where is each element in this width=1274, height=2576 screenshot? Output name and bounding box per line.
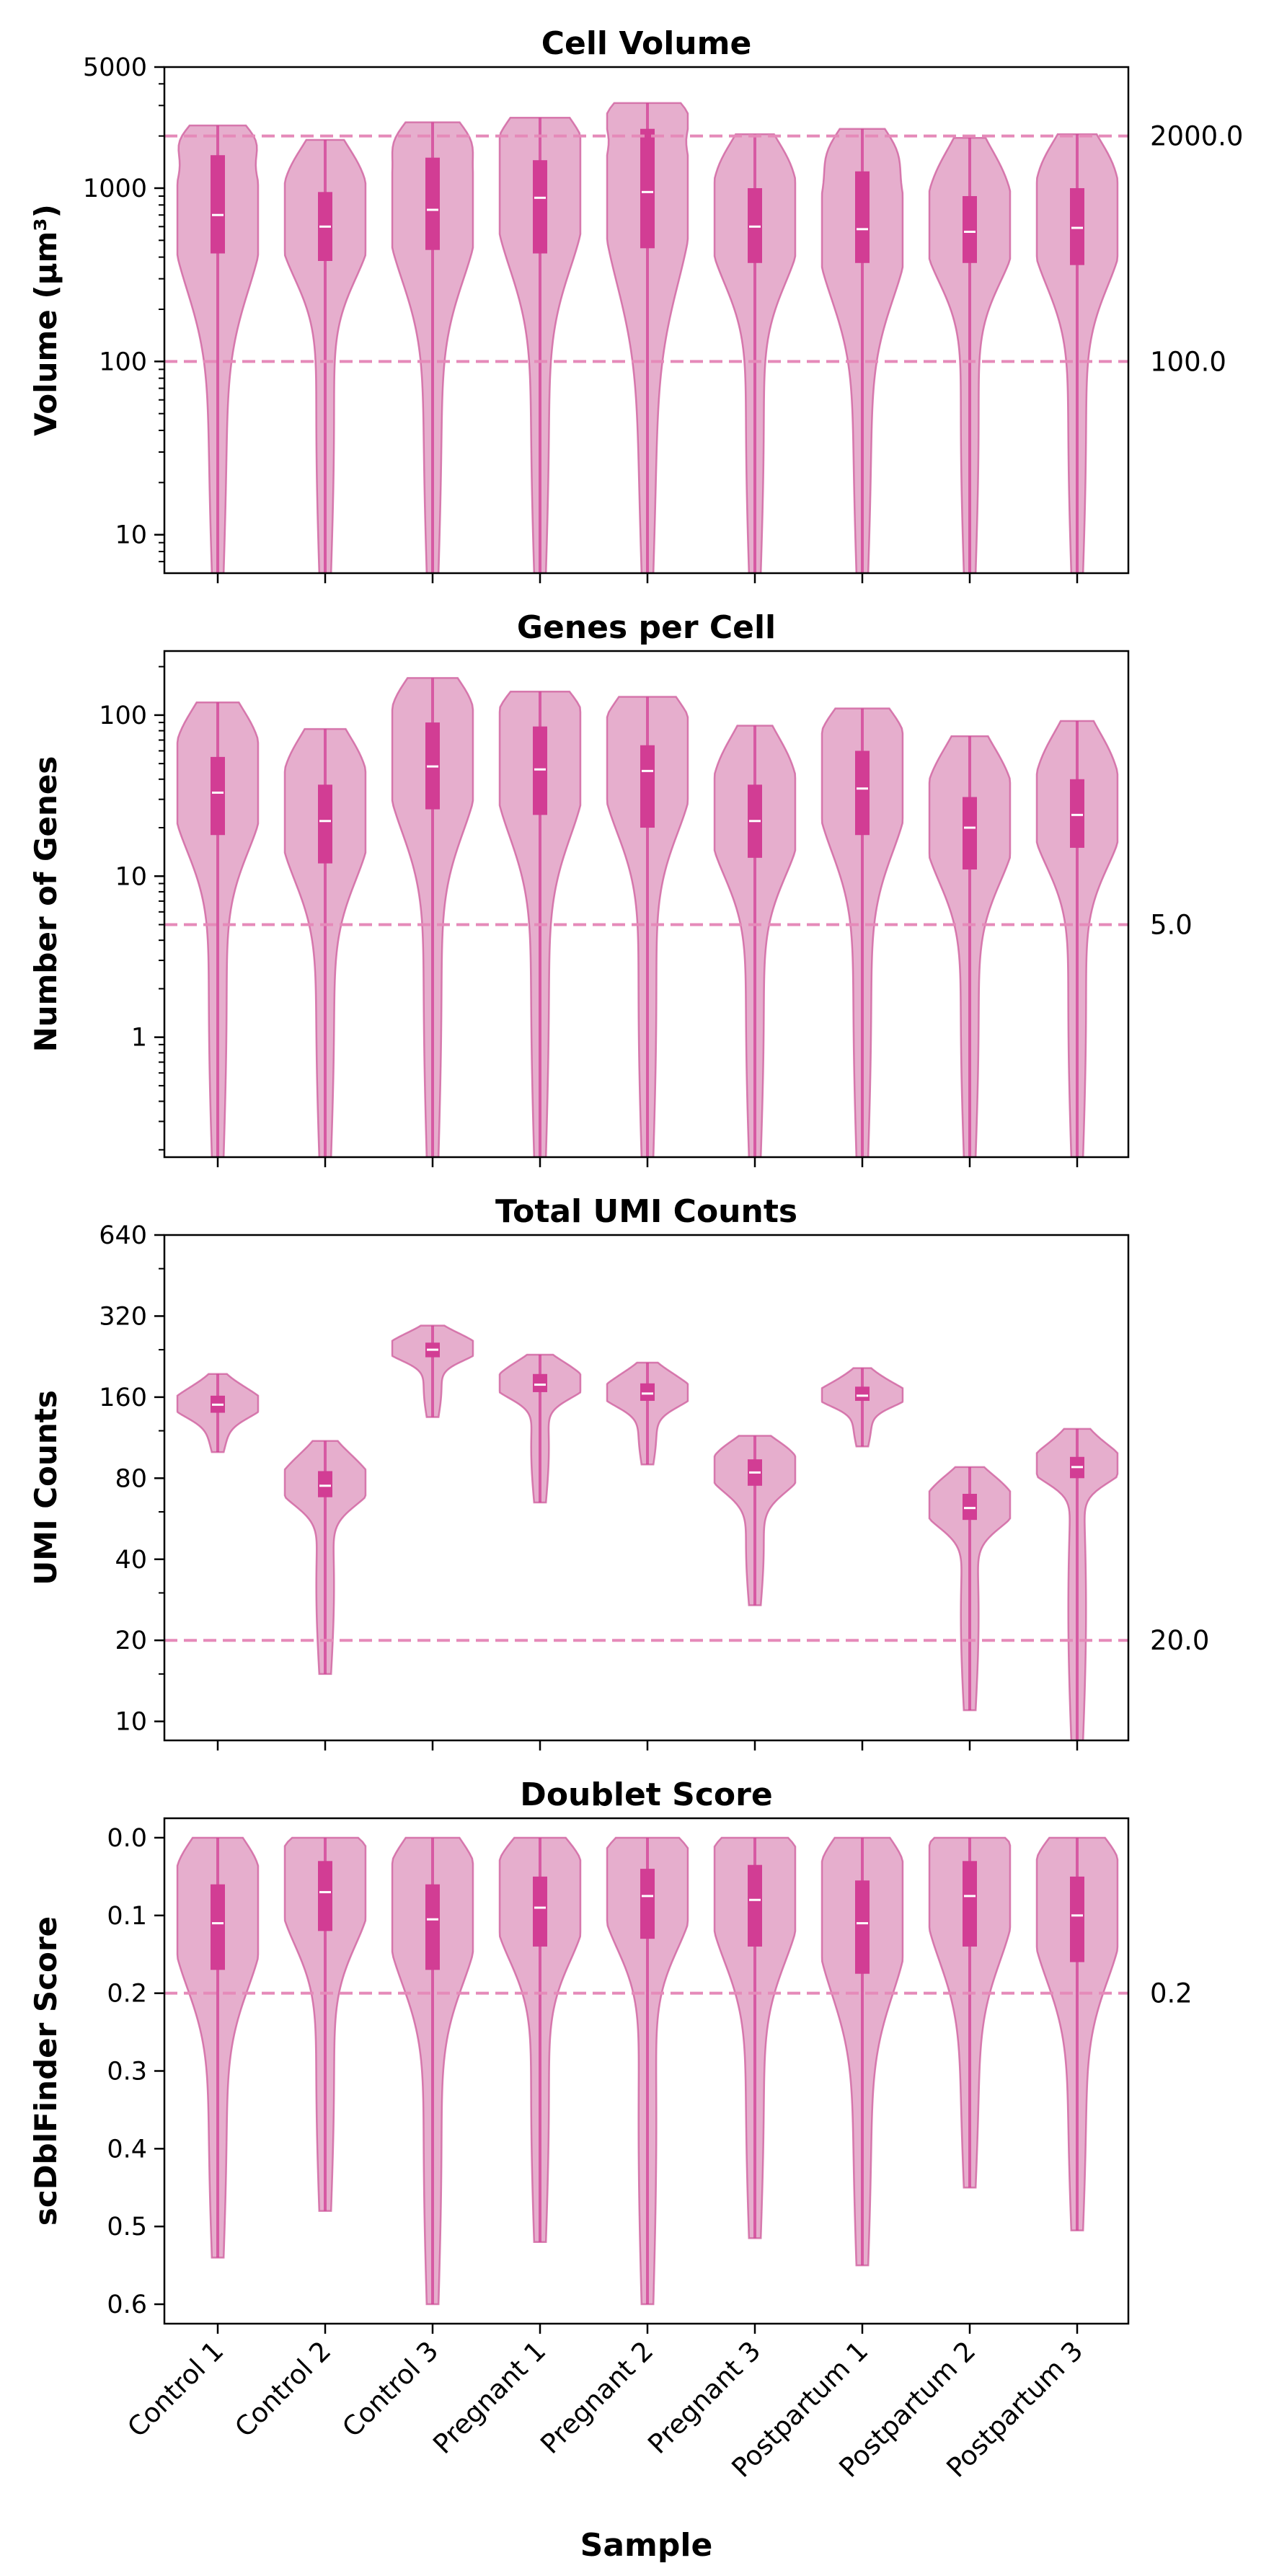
violin-iqr-box (963, 1493, 977, 1521)
axes-frame (163, 1234, 1130, 1742)
violin-iqr-box (533, 726, 547, 815)
panel-title: Doublet Score (520, 1776, 772, 1813)
threshold-label: 0.2 (1150, 1978, 1193, 2009)
violin-iqr-box (963, 1861, 977, 1947)
y-tick-label: 0.6 (107, 2290, 147, 2319)
threshold-label: 5.0 (1150, 910, 1193, 941)
violins (176, 677, 1119, 1157)
violin-iqr-box (963, 797, 977, 870)
y-tick-label: 0.5 (107, 2213, 147, 2241)
violin-iqr-box (855, 751, 870, 836)
threshold-label: 20.0 (1150, 1625, 1209, 1656)
y-tick-label: 100 (99, 348, 147, 376)
x-tick-label: Control 3 (336, 2335, 444, 2443)
panel-4: Doublet Score scDblFinder Score 0.0 0.1 0.2 0… (28, 1776, 1193, 2334)
y-tick-label: 0.4 (107, 2135, 147, 2164)
violin-iqr-box (1070, 187, 1084, 265)
y-tick-label: 0.2 (107, 1980, 147, 2009)
violin-iqr-box (748, 1864, 762, 1947)
violin-iqr-box (318, 784, 332, 864)
y-tick-label: 5000 (83, 53, 147, 82)
y-tick-label: 1 (131, 1024, 147, 1053)
y-tick-label: 100 (99, 701, 147, 730)
x-tick-label: Pregnant 2 (534, 2335, 659, 2460)
violins (176, 102, 1119, 573)
axes-frame (163, 66, 1130, 575)
y-axis-label: UMI Counts (28, 1390, 63, 1585)
panel-title: Genes per Cell (517, 609, 776, 646)
violin-iqr-box (318, 1471, 332, 1497)
violin-iqr-box (318, 1861, 332, 1931)
y-axis-label: Number of Genes (28, 756, 63, 1053)
y-tick-label: 160 (99, 1384, 147, 1412)
x-axis-label: Sample (580, 2527, 713, 2564)
violin-iqr-box (640, 1383, 655, 1402)
axes-frame (163, 650, 1130, 1159)
threshold-label: 100.0 (1150, 346, 1226, 377)
violin-iqr-box (1070, 779, 1084, 848)
violin-iqr-box (211, 1884, 225, 1970)
violin-iqr-box (963, 195, 977, 263)
y-tick-label: 0.3 (107, 2058, 147, 2086)
panel-2: Genes per Cell Number of Genes 1 10 100 5.0 (28, 609, 1193, 1167)
y-tick-label: 0.0 (107, 1824, 147, 1853)
y-tick-label: 80 (115, 1464, 147, 1493)
violins (176, 1324, 1119, 1740)
violin-iqr-box (640, 128, 655, 249)
violin-iqr-box (533, 1876, 547, 1947)
x-tick-label: Control 1 (121, 2335, 229, 2443)
y-tick-label: 320 (99, 1302, 147, 1331)
violin-iqr-box (1070, 1876, 1084, 1962)
violin-iqr-box (640, 745, 655, 828)
violin-iqr-box (855, 171, 870, 263)
panel-title: Cell Volume (541, 25, 752, 62)
y-tick-label: 1000 (83, 174, 147, 203)
violin-iqr-box (640, 1869, 655, 1939)
panel-1: Cell Volume Volume (μm³) 10 100 1000 5000 2000… (28, 25, 1243, 583)
violin-iqr-box (855, 1386, 870, 1402)
x-tick-label: Control 2 (229, 2335, 337, 2443)
panel-3: Total UMI Counts UMI Counts 10 20 40 80 160 320… (28, 1193, 1209, 1750)
y-tick-label: 20 (115, 1626, 147, 1655)
violin-iqr-box (425, 1884, 440, 1970)
violin-iqr-box (425, 157, 440, 250)
violin-iqr-box (855, 1880, 870, 1974)
y-axis-label: scDblFinder Score (28, 1916, 63, 2226)
y-tick-label: 10 (115, 521, 147, 550)
violin-iqr-box (533, 1373, 547, 1392)
y-tick-label: 10 (115, 862, 147, 891)
axes-frame (163, 1817, 1130, 2325)
y-axis-label: Volume (μm³) (28, 204, 63, 436)
threshold-label: 2000.0 (1150, 121, 1243, 152)
violin-iqr-box (533, 160, 547, 254)
panel-title: Total UMI Counts (495, 1193, 797, 1230)
violin-iqr-box (211, 756, 225, 836)
x-tick-label: Pregnant 1 (427, 2335, 552, 2460)
violins (176, 1836, 1119, 2306)
y-tick-label: 640 (99, 1221, 147, 1250)
y-tick-label: 10 (115, 1708, 147, 1737)
y-tick-label: 40 (115, 1546, 147, 1575)
violin-iqr-box (211, 155, 225, 254)
y-tick-label: 0.1 (107, 1902, 147, 1931)
